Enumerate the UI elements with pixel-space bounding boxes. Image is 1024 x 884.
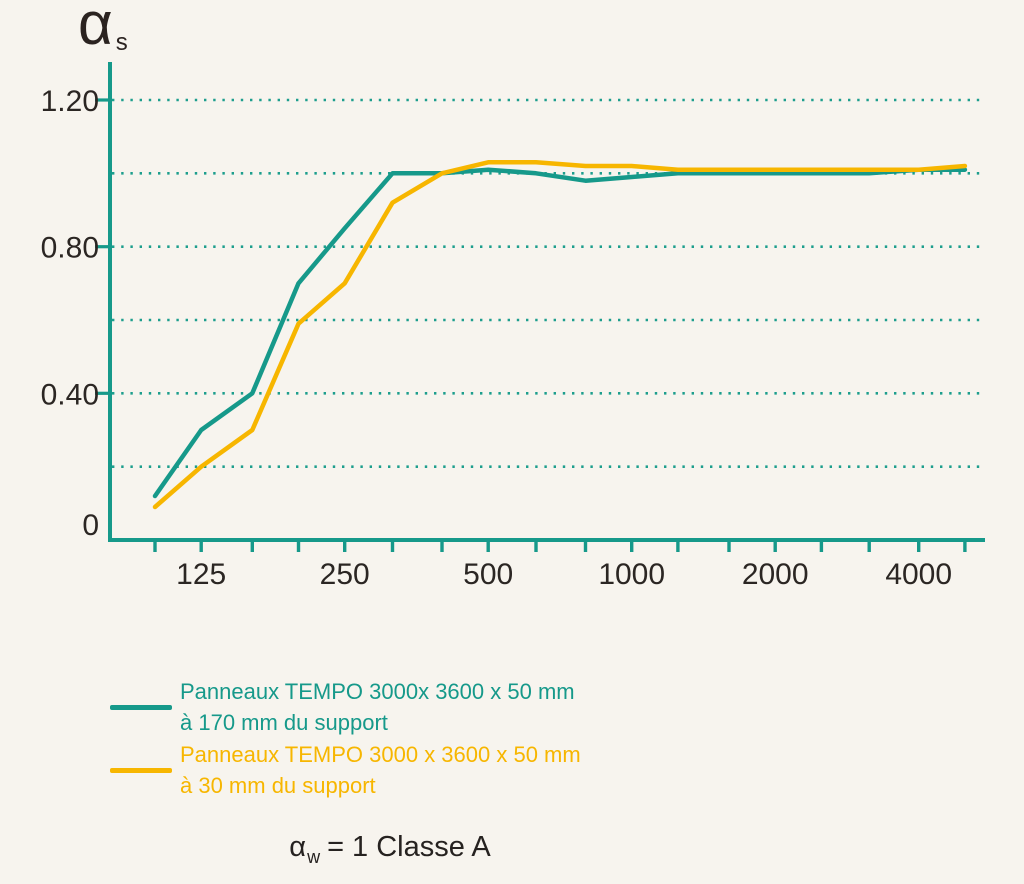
annotation-alpha: α	[289, 831, 307, 863]
legend-item-170mm: Panneaux TEMPO 3000x 3600 x 50 mm à 170 …	[110, 676, 575, 738]
legend-label-30mm: Panneaux TEMPO 3000 x 3600 x 50 mm à 30 …	[180, 739, 581, 801]
x-tick-label: 4000	[885, 558, 952, 591]
y-tick-label: 0.40	[41, 378, 99, 411]
series-line-0	[152, 167, 968, 499]
y-axis-title-alpha: α	[78, 0, 114, 57]
legend-label-170mm-line2: à 170 mm du support	[180, 710, 388, 735]
legend-swatch-yellow	[110, 767, 172, 773]
legend-label-170mm-line1: Panneaux TEMPO 3000x 3600 x 50 mm	[180, 679, 575, 704]
alpha-w-class-annotation: αw = 1 Classe A	[0, 831, 780, 868]
y-axis-title-subscript: s	[115, 29, 129, 56]
legend-label-170mm: Panneaux TEMPO 3000x 3600 x 50 mm à 170 …	[180, 676, 575, 738]
annotation-subscript: w	[307, 847, 321, 867]
x-tick-label: 125	[176, 558, 226, 591]
x-tick-label: 1000	[598, 558, 665, 591]
legend-label-30mm-line2: à 30 mm du support	[180, 773, 376, 798]
y-tick-label: 1.20	[41, 85, 99, 118]
y-tick-label: 0	[82, 509, 99, 542]
annotation-text: = 1 Classe A	[327, 831, 491, 863]
x-tick-label: 250	[320, 558, 370, 591]
x-tick-label: 500	[463, 558, 513, 591]
legend-item-30mm: Panneaux TEMPO 3000 x 3600 x 50 mm à 30 …	[110, 739, 581, 801]
legend-label-30mm-line1: Panneaux TEMPO 3000 x 3600 x 50 mm	[180, 742, 581, 767]
series-line-1	[152, 160, 968, 510]
legend-swatch-teal	[110, 704, 172, 710]
y-axis-title: αs	[78, 0, 129, 75]
x-tick-label: 2000	[742, 558, 809, 591]
chart-plot-area: 1.20 0.80 0.40 0 125 250 500 1000 2000 4000	[41, 62, 985, 591]
y-tick-label: 0.80	[41, 232, 99, 265]
